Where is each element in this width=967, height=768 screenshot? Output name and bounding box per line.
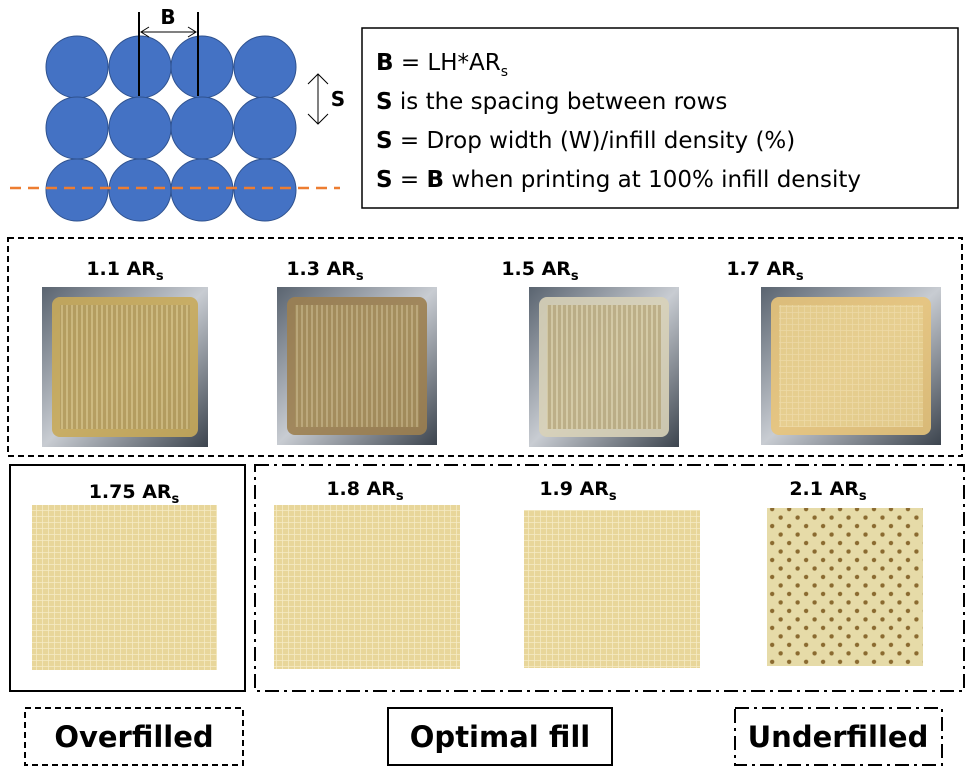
definition-line: B = LH*ARs (376, 50, 508, 80)
sample-texture (779, 305, 923, 427)
category-box (24, 707, 244, 766)
sample-texture (547, 305, 661, 429)
category-box (387, 707, 613, 766)
sample-text: 2.1 AR (789, 478, 859, 500)
sample-text: 1.1 AR (86, 258, 156, 280)
sample-label: 1.7 ARs (726, 258, 804, 284)
sample-label: 2.1 ARs (789, 478, 867, 504)
sample-label: 1.3 ARs (286, 258, 364, 284)
sample-text: 1.3 AR (286, 258, 356, 280)
sample-label: 1.8 ARs (326, 478, 404, 504)
sample-texture (295, 305, 419, 427)
definition-part: = LH*AR (394, 50, 501, 76)
definition-part: when printing at 100% infill density (444, 167, 861, 193)
subscript: s (172, 492, 180, 507)
category-label: Underfilled (748, 720, 929, 754)
category-label: Optimal fill (410, 720, 590, 754)
subscript: s (609, 489, 617, 504)
width-label: B (160, 5, 175, 29)
category-box (734, 707, 943, 766)
sample-photo (274, 505, 460, 669)
subscript: s (571, 269, 579, 284)
sample-label: 1.5 ARs (501, 258, 579, 284)
group-box (7, 237, 963, 457)
sample-text: 1.5 AR (501, 258, 571, 280)
definition-part: B (426, 167, 444, 193)
definition-part: S (376, 167, 393, 193)
subscript: s (796, 269, 804, 284)
sample-text: 1.9 AR (539, 478, 609, 500)
group-box (254, 464, 965, 692)
sample-label: 1.1 ARs (86, 258, 164, 284)
schematic-lines (138, 12, 329, 125)
definition-line: S = Drop width (W)/infill density (%) (376, 128, 795, 154)
definition-part: = Drop width (W)/infill density (%) (393, 128, 796, 154)
definition-line: S is the spacing between rows (376, 89, 727, 115)
sample-photo (767, 508, 923, 666)
sample-text: 1.75 AR (89, 481, 172, 503)
sample-photo (32, 505, 217, 670)
sample-label: 1.9 ARs (539, 478, 617, 504)
sample-texture (60, 305, 190, 429)
spacing-label: S (331, 87, 345, 111)
definition-part: B (376, 50, 394, 76)
definition-part: = (393, 167, 427, 193)
sample-label: 1.75 ARs (89, 481, 180, 507)
category-label: Overfilled (54, 720, 213, 754)
definition-part: S (376, 89, 393, 115)
definition-part: is the spacing between rows (393, 89, 728, 115)
subscript: s (356, 269, 364, 284)
definition-line: S = B when printing at 100% infill densi… (376, 167, 861, 193)
subscript: s (501, 64, 508, 80)
group-box (9, 464, 246, 692)
sample-text: 1.7 AR (726, 258, 796, 280)
subscript: s (156, 269, 164, 284)
schematic (45, 35, 297, 222)
definition-part: S (376, 128, 393, 154)
subscript: s (859, 489, 867, 504)
sample-photo (524, 510, 700, 668)
sample-text: 1.8 AR (326, 478, 396, 500)
subscript: s (396, 489, 404, 504)
definition-box (361, 27, 959, 209)
